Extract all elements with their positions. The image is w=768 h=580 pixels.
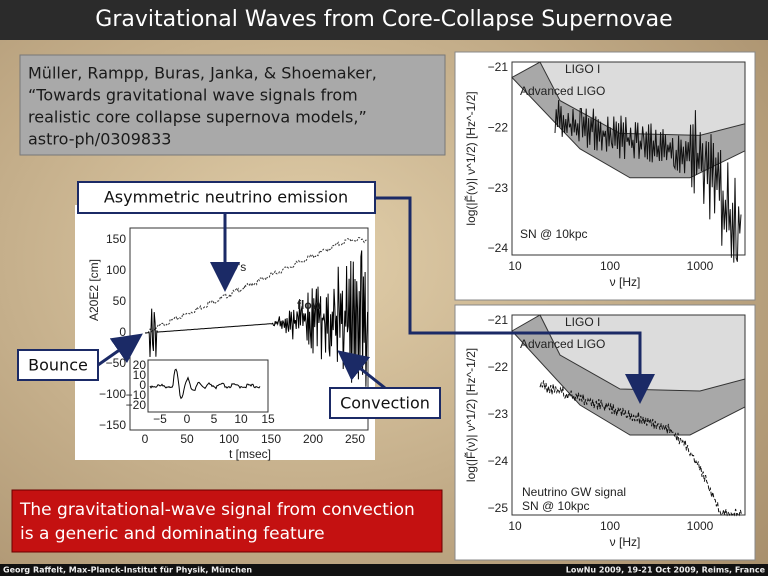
citation-line: realistic core collapse supernova models… (28, 108, 367, 127)
x-tick-label: 1000 (687, 259, 714, 273)
y-tick-label: 50 (113, 294, 127, 308)
inset-x-tick: 15 (261, 412, 275, 426)
arrow (97, 333, 143, 367)
x-axis-label: t [msec] (229, 447, 271, 461)
x-tick-label: 100 (600, 259, 620, 273)
plot-label: LIGO I (565, 315, 600, 329)
y-tick-label: −22 (488, 360, 509, 374)
y-tick-label: −24 (488, 241, 509, 255)
citation-box (19, 54, 446, 156)
x-tick-label: 50 (180, 432, 194, 446)
x-tick-label: 10 (508, 519, 522, 533)
citation-line: astro-ph/0309833 (28, 130, 171, 149)
citation-line: Müller, Rampp, Buras, Janka, & Shoemaker… (28, 64, 377, 83)
ligo-band (512, 62, 745, 136)
y-tick-label: −22 (488, 121, 509, 135)
inset-x-tick: 5 (211, 412, 218, 426)
inset-x-tick: 10 (234, 412, 248, 426)
flow-signal (144, 250, 369, 387)
y-tick-label: −24 (488, 454, 509, 468)
y-tick-label: 150 (106, 232, 126, 246)
gw-spectrum (539, 380, 743, 517)
x-tick-label: 100 (219, 432, 239, 446)
plot-label: Advanced LIGO (520, 84, 605, 98)
footer-bar (0, 564, 768, 576)
inset-y-tick: −10 (126, 388, 147, 402)
plot-frame (511, 314, 746, 516)
y-tick-label: 0 (119, 325, 126, 339)
x-tick-label: 10 (508, 259, 522, 273)
slide-title: Gravitational Waves from Core-Collapse S… (95, 7, 672, 32)
y-tick-label: −100 (99, 387, 126, 401)
callout-box (77, 181, 376, 214)
inset-y-tick: 10 (133, 368, 147, 382)
y-axis-label: log(|F̃(ν)| ν^1/2) [Hz^-1/2] (463, 348, 478, 482)
plot-label: flow (297, 298, 322, 312)
callout: Asymmetric neutrino emission (104, 188, 348, 207)
x-tick-label: 1000 (687, 519, 714, 533)
plot-label: Advanced LIGO (520, 337, 605, 351)
y-tick-label: −150 (99, 418, 126, 432)
conclusion-line: The gravitational-wave signal from conve… (19, 500, 415, 520)
inset-frame (147, 359, 269, 413)
callout: Bounce (28, 356, 88, 375)
y-tick-label: −23 (488, 407, 509, 421)
inset-y-tick: −20 (126, 398, 147, 412)
y-tick-label: −23 (488, 181, 509, 195)
y-tick-label: −21 (488, 313, 509, 327)
x-tick-label: 100 (600, 519, 620, 533)
x-tick-label: 150 (261, 432, 281, 446)
x-tick-label: 200 (303, 432, 323, 446)
arrow (375, 196, 655, 404)
callout-box (17, 349, 99, 381)
inset-x-tick: 0 (184, 412, 191, 426)
plot-label: LIGO I (565, 62, 600, 76)
y-axis-label: A20E2 [cm] (87, 259, 101, 321)
plot-label: ν's (232, 260, 246, 274)
inset-signal (149, 368, 261, 400)
conclusion-box (11, 489, 443, 553)
callout-box (329, 387, 441, 419)
plot-frame (129, 227, 369, 431)
arrows (97, 196, 655, 404)
callout: Convection (340, 394, 430, 413)
inset-x-tick: −5 (153, 412, 167, 426)
inset-y-tick: 0 (139, 378, 146, 392)
footer-left: Georg Raffelt, Max-Planck-Institut für P… (3, 566, 252, 575)
plot-label: SN @ 10kpc (520, 227, 588, 241)
y-axis-label: log(|F̃(ν)| ν^1/2) [Hz^-1/2] (463, 91, 478, 225)
gw-spectrum (554, 100, 742, 263)
conclusion-line: is a generic and dominating feature (20, 524, 325, 544)
x-tick-label: 0 (142, 432, 149, 446)
y-tick-label: 100 (106, 263, 126, 277)
x-axis-label: ν [Hz] (610, 535, 641, 549)
arrow (337, 350, 386, 390)
y-tick-label: −25 (488, 501, 509, 515)
x-axis-label: ν [Hz] (610, 275, 641, 289)
plot-frame (511, 61, 746, 256)
y-tick-label: −21 (488, 60, 509, 74)
x-tick-label: 250 (345, 432, 365, 446)
footer-right: LowNu 2009, 19-21 Oct 2009, Reims, Franc… (566, 566, 766, 575)
plot-label: Neutrino GW signal (522, 485, 626, 499)
citation: Müller, Rampp, Buras, Janka, & Shoemaker… (28, 64, 377, 149)
citation-line: “Towards gravitational wave signals from (28, 86, 358, 105)
title-bar (0, 0, 768, 40)
plot-label: SN @ 10kpc (522, 499, 590, 513)
neutrino-signal (145, 237, 369, 334)
